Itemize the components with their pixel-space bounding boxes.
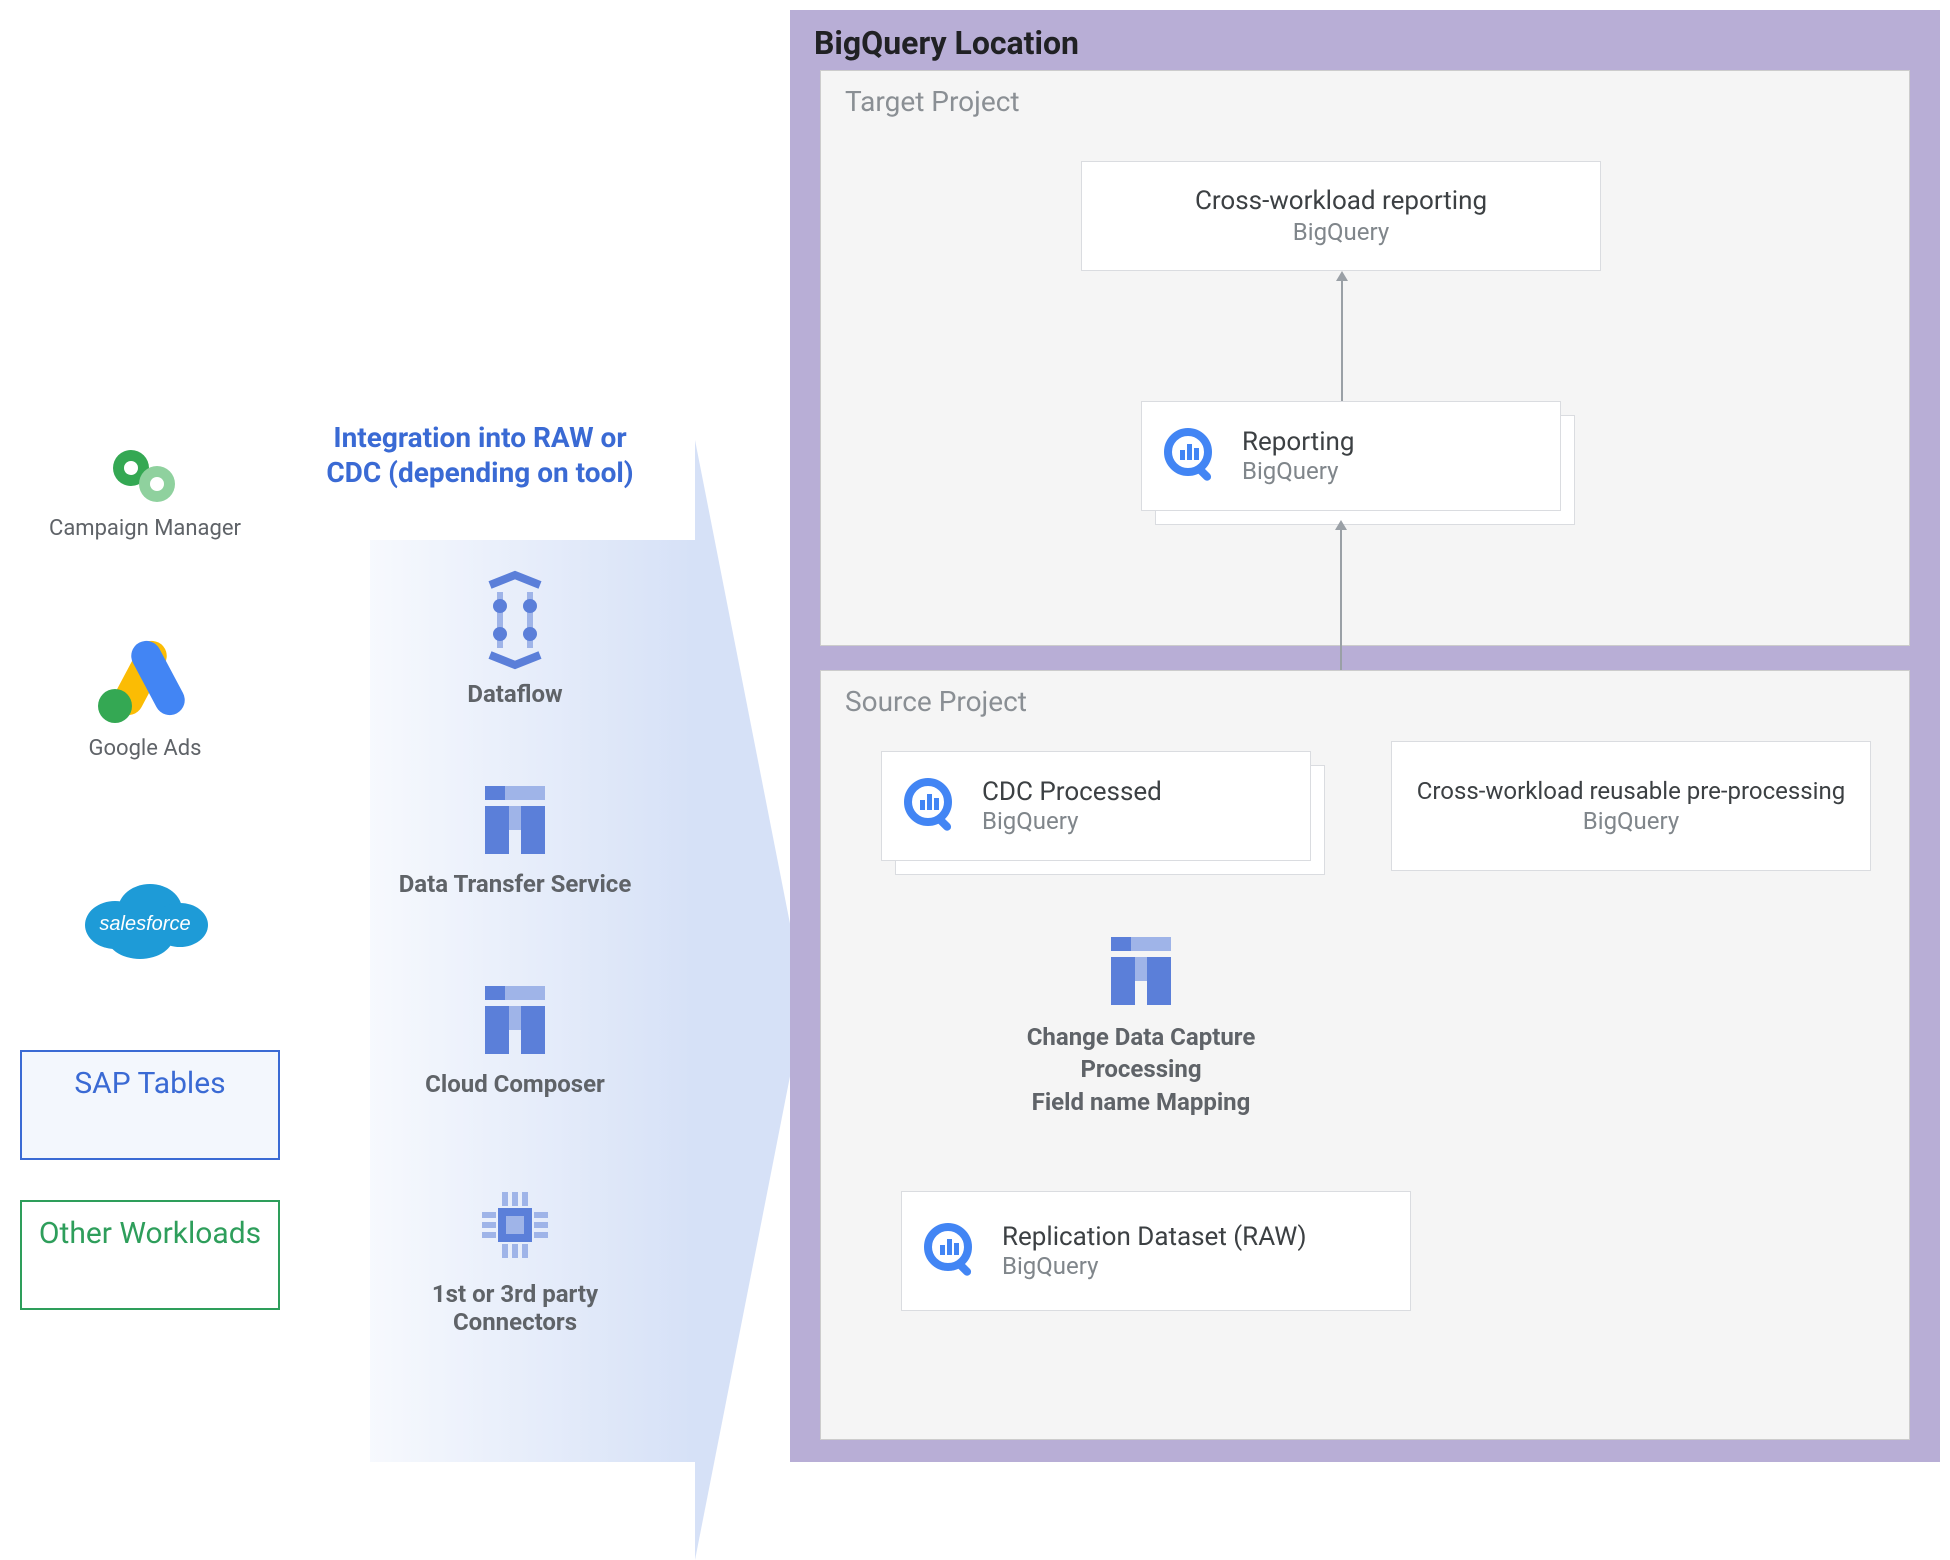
dataflow-icon [470, 570, 560, 670]
integration-header: Integration into RAW or CDC (depending o… [310, 420, 650, 490]
cdc-sub: BigQuery [982, 807, 1162, 835]
bigquery-icon [1160, 424, 1224, 488]
dataflow-label: Dataflow [380, 680, 650, 708]
target-project-title: Target Project [845, 85, 1020, 118]
svg-text:salesforce: salesforce [99, 913, 190, 935]
arrow-reporting-to-cross [1341, 281, 1343, 401]
dts-icon [475, 780, 555, 860]
raw-sub: BigQuery [1002, 1252, 1307, 1280]
int-composer: Cloud Composer [380, 980, 650, 1098]
other-workloads-box: Other Workloads [20, 1200, 280, 1310]
int-dataflow: Dataflow [380, 570, 650, 708]
int-connectors: 1st or 3rd party Connectors [380, 1180, 650, 1336]
sap-tables-box: SAP Tables [20, 1050, 280, 1160]
cross-reporting-sub: BigQuery [1293, 218, 1389, 246]
cdc-title: CDC Processed [982, 777, 1162, 807]
sap-tables-label: SAP Tables [74, 1066, 225, 1101]
reporting-title: Reporting [1242, 427, 1354, 457]
connectors-label: 1st or 3rd party Connectors [380, 1280, 650, 1336]
source-salesforce: salesforce [20, 870, 270, 970]
bigquery-icon [900, 774, 964, 838]
reusable-title: Cross-workload reusable pre-processing [1417, 777, 1845, 805]
cross-reporting-title: Cross-workload reporting [1195, 186, 1487, 216]
source-project-title: Source Project [845, 685, 1027, 718]
bigquery-location-panel: BigQuery Location Target Project Cross-w… [790, 10, 1940, 1462]
source-project-panel: Source Project CDC Processed BigQuery [820, 670, 1910, 1440]
google-ads-label: Google Ads [20, 736, 270, 761]
processing-l2: Processing [931, 1053, 1351, 1085]
source-google-ads: Google Ads [20, 630, 270, 761]
target-project-panel: Target Project Cross-workload reporting … [820, 70, 1910, 646]
salesforce-icon: salesforce [70, 870, 220, 970]
reusable-preprocessing-card: Cross-workload reusable pre-processing B… [1391, 741, 1871, 871]
int-dts: Data Transfer Service [380, 780, 650, 898]
composer-label: Cloud Composer [380, 1070, 650, 1098]
integration-arrow-head [695, 440, 805, 1560]
raw-title: Replication Dataset (RAW) [1002, 1222, 1307, 1252]
bq-location-title: BigQuery Location [814, 24, 1079, 62]
reporting-sub: BigQuery [1242, 457, 1354, 485]
cdc-processed-card-stack: CDC Processed BigQuery [881, 751, 1311, 861]
integration-header-text: Integration into RAW or CDC (depending o… [326, 421, 633, 489]
connectors-icon [470, 1180, 560, 1270]
campaign-manager-label: Campaign Manager [20, 516, 270, 541]
processing-block: Change Data Capture Processing Field nam… [931, 931, 1351, 1118]
cross-workload-reporting-card: Cross-workload reporting BigQuery [1081, 161, 1601, 271]
google-ads-icon [85, 630, 205, 730]
source-campaign-manager: Campaign Manager [20, 440, 270, 541]
composer-icon [475, 980, 555, 1060]
replication-raw-card: Replication Dataset (RAW) BigQuery [901, 1191, 1411, 1311]
reusable-sub: BigQuery [1583, 807, 1679, 835]
dts-label: Data Transfer Service [380, 870, 650, 898]
processing-l1: Change Data Capture [931, 1021, 1351, 1053]
bigquery-icon [920, 1219, 984, 1283]
reporting-card-stack: Reporting BigQuery [1141, 401, 1561, 511]
other-workloads-label: Other Workloads [39, 1216, 261, 1251]
campaign-manager-icon [95, 440, 195, 510]
processing-icon [1101, 931, 1181, 1011]
processing-l3: Field name Mapping [931, 1086, 1351, 1118]
